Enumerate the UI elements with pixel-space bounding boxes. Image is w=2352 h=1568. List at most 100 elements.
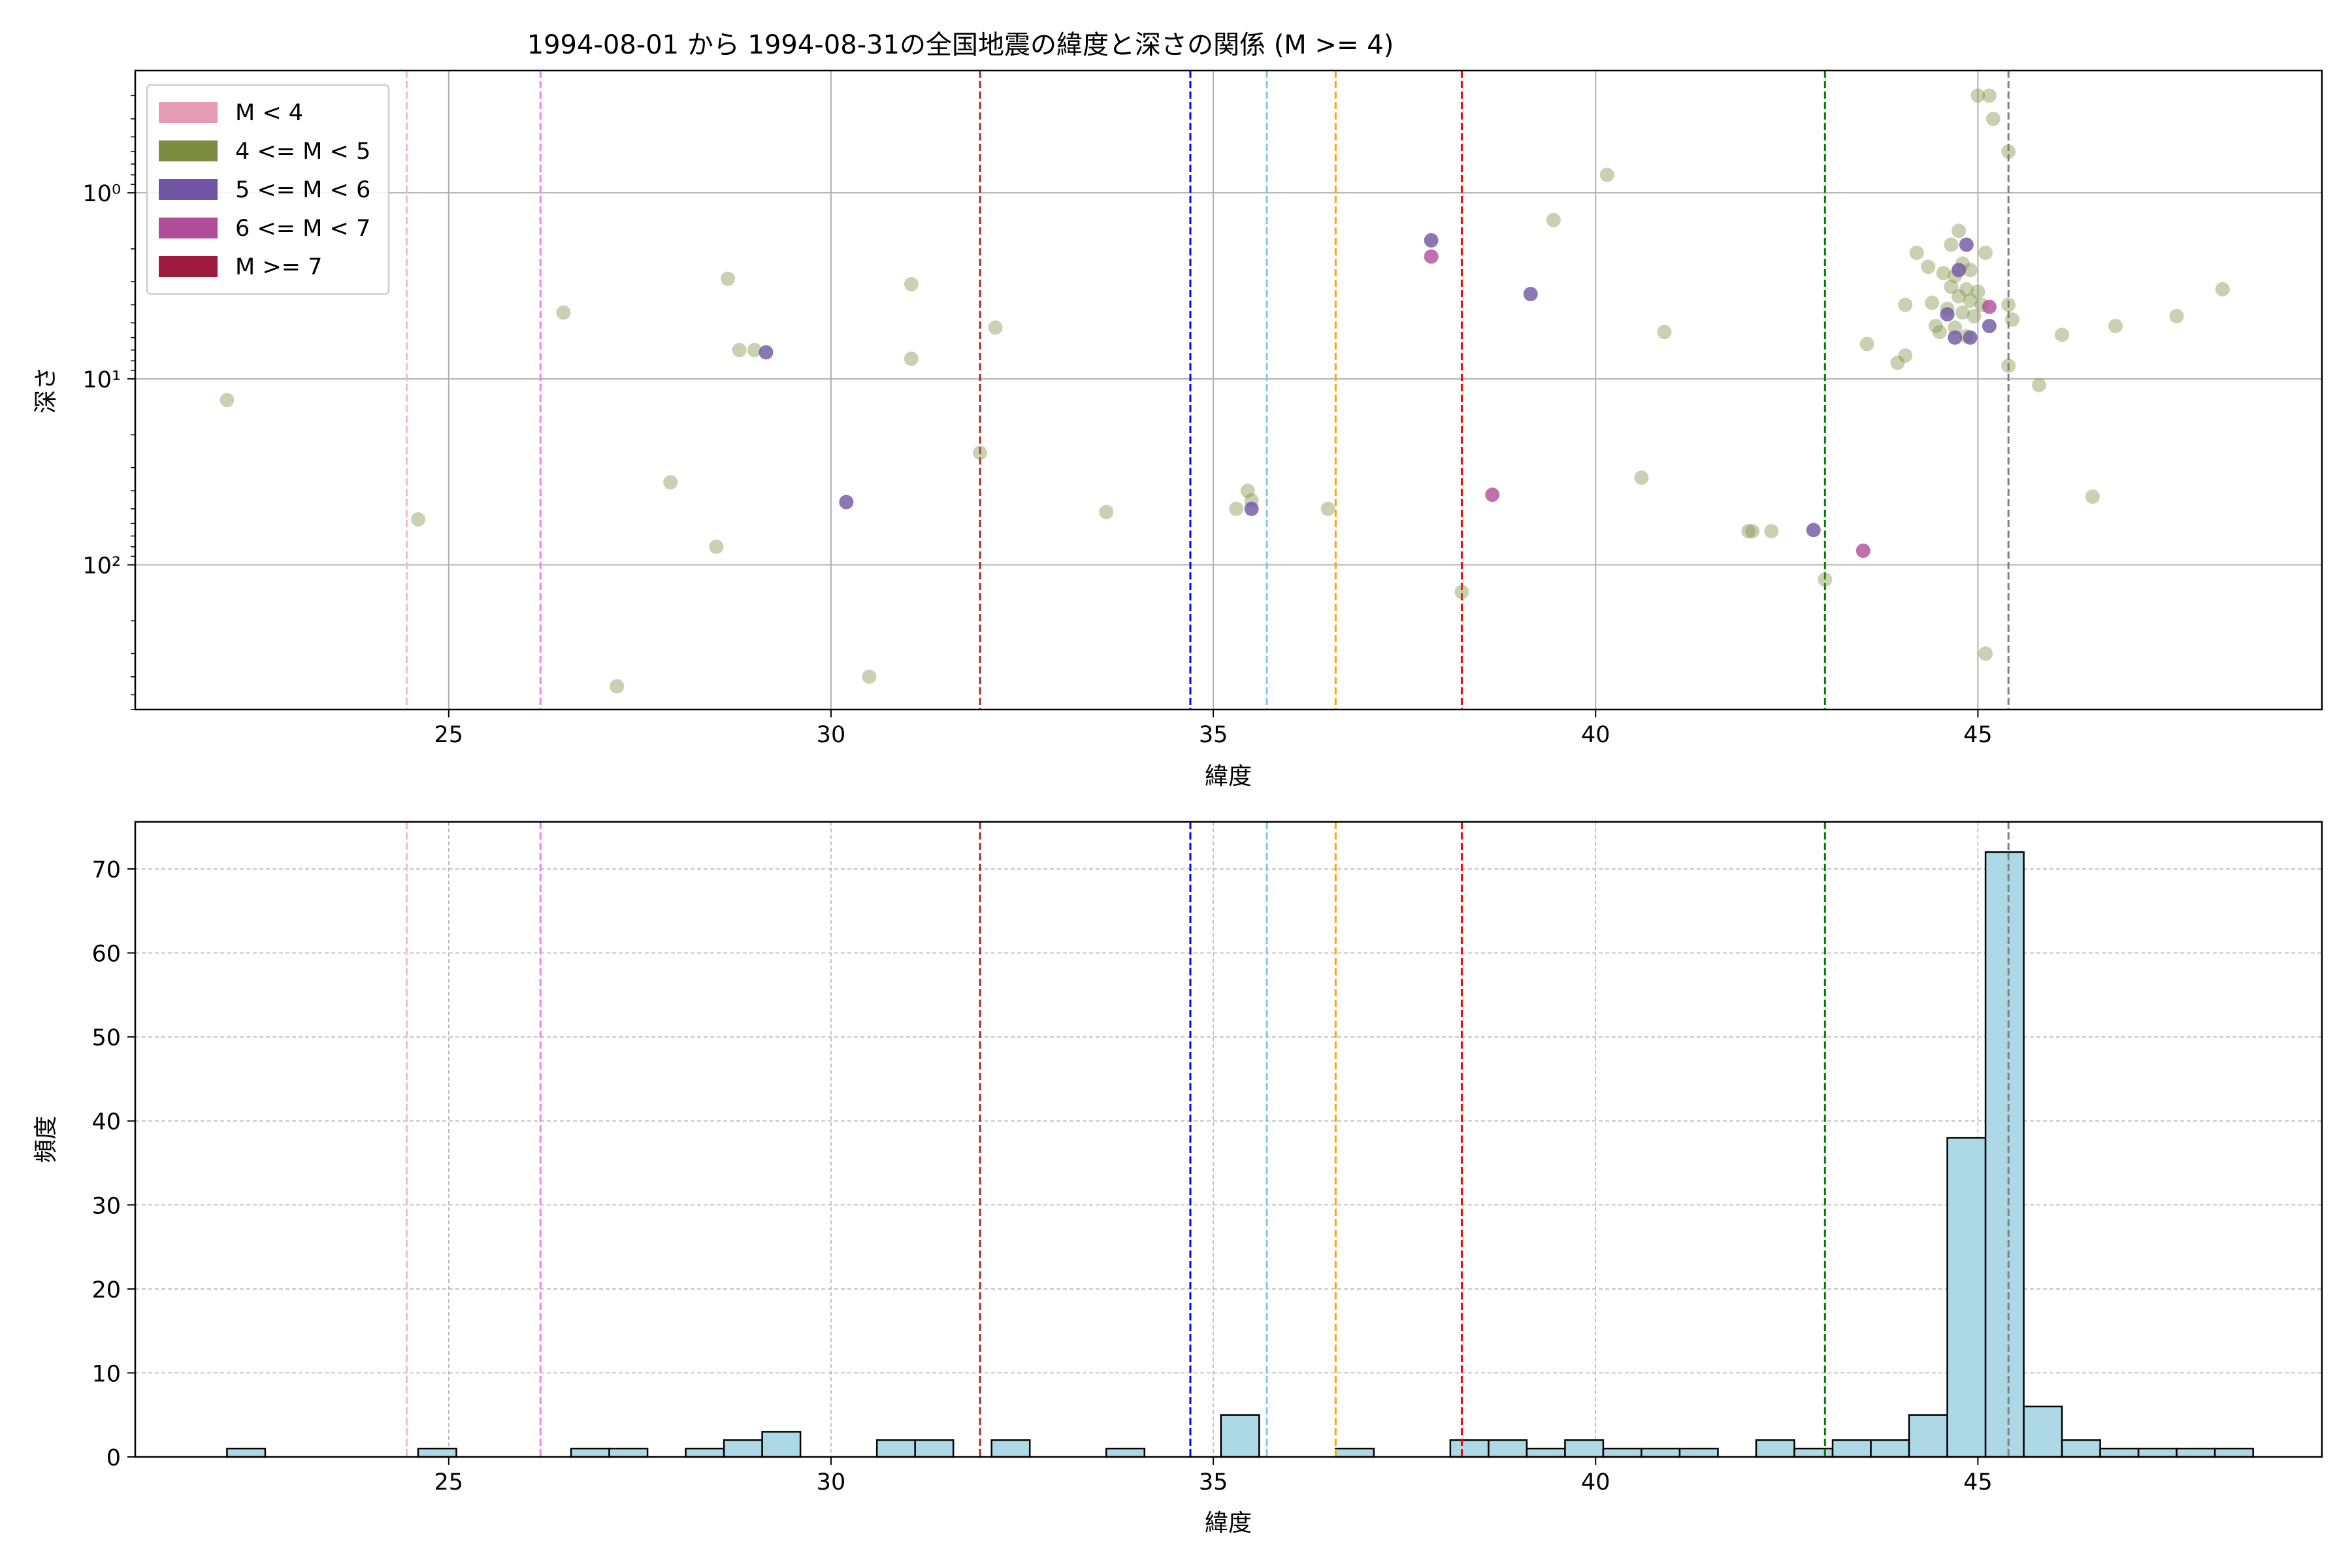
scatter-point — [709, 539, 724, 554]
histogram-bar — [723, 1439, 763, 1458]
scatter-point — [1599, 167, 1614, 182]
scatter-vlines — [405, 71, 2010, 710]
histogram-bar — [1984, 851, 2025, 1458]
histogram-bar — [1946, 1137, 1987, 1458]
scatter-point — [1806, 523, 1821, 538]
legend-label: M >= 7 — [235, 254, 322, 280]
scatter-points — [220, 88, 2230, 694]
histogram-y-axis-label: 頻度 — [33, 1116, 59, 1163]
histogram-bars — [226, 851, 2254, 1458]
scatter-point — [1229, 501, 1244, 516]
scatter-point — [1855, 543, 1870, 558]
scatter-point — [1982, 88, 1997, 103]
legend-swatch — [159, 179, 218, 200]
scatter-point — [1936, 265, 1951, 280]
y-tick-label: 70 — [91, 857, 121, 883]
histogram-bar — [1908, 1414, 1948, 1458]
scatter-x-axis-label: 緯度 — [1205, 763, 1252, 790]
scatter-point — [1932, 325, 1947, 340]
scatter-point — [1952, 289, 1967, 304]
histogram-bar — [570, 1447, 610, 1458]
legend-label: M < 4 — [235, 100, 303, 126]
legend-label: 5 <= M < 6 — [235, 177, 370, 203]
scatter-point — [2001, 144, 2016, 159]
scatter-point — [2001, 358, 2016, 373]
scatter-point — [759, 345, 774, 360]
y-tick-label: 60 — [91, 941, 121, 968]
scatter-point — [862, 669, 877, 684]
scatter-point — [1944, 237, 1959, 252]
scatter-point — [1970, 88, 1985, 103]
histogram-plot-frame — [134, 821, 2323, 1458]
scatter-point — [663, 475, 678, 490]
y-tick-label: 0 — [106, 1445, 121, 1471]
scatter-point — [1099, 504, 1114, 519]
scatter-point — [1546, 212, 1561, 227]
scatter-point — [1925, 295, 1940, 310]
histogram-bar — [2099, 1447, 2140, 1458]
scatter-point — [839, 495, 854, 510]
x-tick-label: 40 — [1581, 1469, 1610, 1495]
histogram-vlines — [405, 822, 2010, 1457]
y-tick-label: 50 — [91, 1025, 121, 1051]
x-tick-label: 45 — [1963, 722, 1993, 748]
x-tick-label: 35 — [1199, 722, 1228, 748]
scatter-point — [220, 393, 235, 408]
scatter-point — [988, 320, 1003, 335]
histogram-bar — [1449, 1439, 1490, 1458]
y-tick-label: 30 — [91, 1193, 121, 1219]
histogram-bar — [1220, 1414, 1260, 1458]
histogram-bar — [1526, 1447, 1566, 1458]
scatter-point — [1859, 336, 1874, 351]
scatter-point — [1963, 330, 1978, 345]
scatter-point — [1970, 284, 1985, 299]
scatter-point — [1921, 259, 1936, 274]
scatter-point — [2085, 489, 2100, 504]
scatter-point — [1982, 318, 1997, 333]
y-tick-label: 10⁰ — [82, 181, 121, 207]
scatter-point — [1818, 572, 1833, 587]
scatter-point — [1963, 263, 1978, 278]
scatter-point — [1985, 111, 2001, 126]
legend-swatch — [159, 102, 218, 123]
scatter-point — [904, 351, 919, 367]
scatter-point — [747, 342, 762, 357]
scatter-point — [1963, 293, 1978, 308]
scatter-point — [1485, 487, 1500, 502]
scatter-point — [1959, 282, 1974, 297]
scatter-point — [2005, 312, 2020, 327]
scatter-point — [720, 271, 735, 286]
scatter-point — [1909, 245, 1924, 260]
scatter-point — [1929, 318, 1944, 333]
scatter-point — [2169, 308, 2184, 323]
legend: M < 4 4 <= M < 5 5 <= M < 6 6 <= M < 7 M… — [146, 84, 390, 295]
legend-swatch — [159, 140, 218, 161]
legend-label: 6 <= M < 7 — [235, 216, 370, 242]
scatter-point — [2001, 297, 2016, 312]
scatter-plot-frame — [134, 69, 2323, 711]
y-tick-label: 10² — [82, 553, 121, 579]
scatter-point — [1948, 330, 1963, 345]
y-tick-label: 10 — [91, 1361, 121, 1387]
histogram-bar — [2137, 1447, 2178, 1458]
histogram-bar — [2176, 1447, 2216, 1458]
scatter-point — [1764, 524, 1779, 539]
scatter-grid — [135, 71, 2322, 710]
legend-swatch — [159, 218, 218, 238]
histogram-bar — [1641, 1447, 1681, 1458]
scatter-point — [1898, 348, 1913, 363]
scatter-point — [1240, 483, 1255, 498]
histogram-x-axis-label: 緯度 — [1205, 1510, 1252, 1537]
scatter-point — [610, 679, 625, 694]
y-tick-label: 10¹ — [82, 367, 121, 393]
scatter-point — [1955, 305, 1970, 320]
legend-swatch — [159, 256, 218, 277]
x-tick-label: 40 — [1581, 722, 1610, 748]
histogram-bar — [417, 1447, 457, 1458]
histogram-bar — [1831, 1439, 1872, 1458]
scatter-point — [1978, 646, 1993, 661]
x-tick-label: 45 — [1963, 1469, 1993, 1495]
histogram-bar — [685, 1447, 725, 1458]
scatter-point — [556, 305, 571, 320]
scatter-y-ticks: 10⁰ 10¹ 10² — [82, 95, 135, 710]
